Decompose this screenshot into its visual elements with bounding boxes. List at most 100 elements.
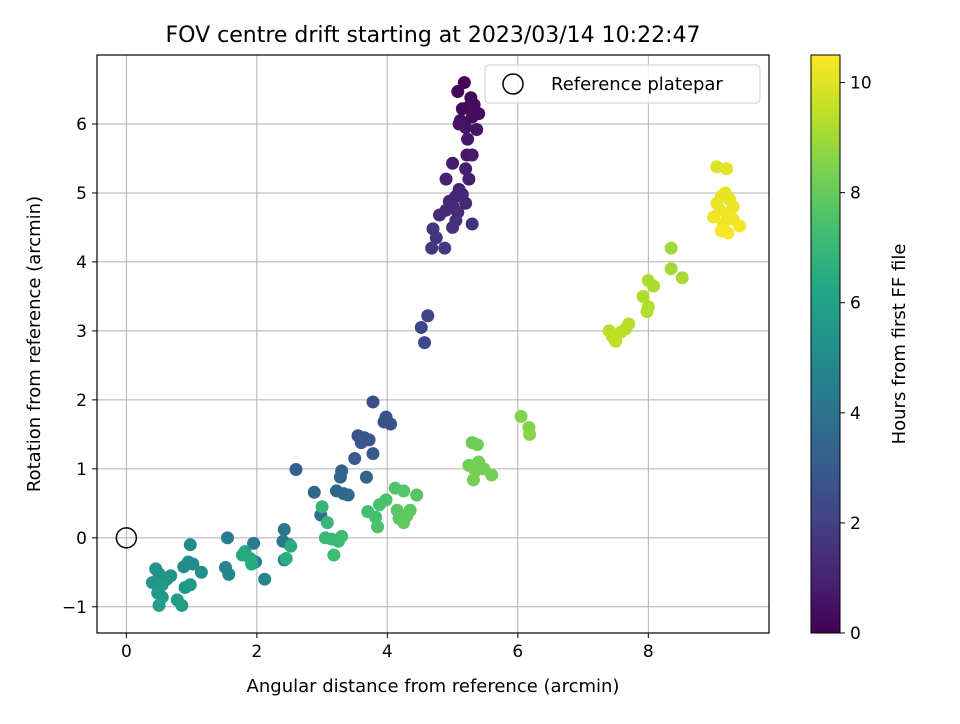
x-tick-label: 0 [121,642,132,662]
data-point [636,289,650,303]
colorbar-tick-label: 4 [850,404,861,424]
data-point [733,219,747,233]
data-point [446,220,460,234]
y-tick-label: 1 [76,460,87,480]
data-point [721,226,735,240]
y-tick-label: 0 [76,529,87,549]
data-point [457,76,471,90]
data-point [664,262,678,276]
data-point [452,117,466,131]
data-point [277,523,291,537]
data-point [425,241,439,255]
data-point [720,162,734,176]
x-tick-label: 2 [251,642,262,662]
data-point [348,451,362,465]
reference-platepar-marker [115,527,138,549]
data-point [470,438,484,452]
grid-lines [97,55,769,633]
data-point [451,85,465,99]
data-point [446,156,460,170]
data-point [429,231,443,245]
data-point [640,305,654,319]
data-point [178,580,192,594]
data-point [438,241,452,255]
x-tick-label: 6 [512,642,523,662]
data-point [307,485,321,499]
colorbar-ticks: 0 2 4 6 8 10 [840,74,872,644]
x-tick-label: 8 [643,642,654,662]
data-point [279,552,293,566]
data-point [335,529,349,543]
data-point [369,510,383,524]
data-point [354,436,368,450]
data-point [327,548,341,562]
data-point [384,417,398,431]
data-point [675,271,689,285]
legend-label: Reference platepar [551,74,723,95]
data-point [421,309,435,323]
data-point [175,598,189,612]
data-point [707,210,721,224]
data-point [485,468,499,482]
y-tick-label: 3 [76,322,87,342]
colorbar-gradient [810,54,841,634]
data-point [466,473,480,487]
data-point [414,320,428,334]
data-point [465,110,479,124]
data-point [284,539,298,553]
data-point [320,516,334,530]
data-point [523,427,537,441]
data-point [177,560,191,574]
y-tick-label: 2 [76,391,87,411]
x-axis-label: Angular distance from reference (arcmin) [247,676,620,697]
data-point [418,336,432,350]
data-point [609,334,623,348]
y-tick-label: 4 [76,253,87,273]
colorbar-tick-label: 8 [850,184,861,204]
data-point [366,447,380,461]
data-point [465,148,479,162]
data-point [315,500,329,514]
data-point [439,172,453,186]
colorbar-label: Hours from first FF file [889,244,910,445]
colorbar: 0 2 4 6 8 10 Hours from first FF file [810,54,910,644]
legend-marker-icon [502,73,524,95]
colorbar-tick-label: 2 [850,514,861,534]
data-point [461,132,475,146]
data-point [459,162,473,176]
data-point [410,488,424,502]
axis-ticks: 0 2 4 6 8 −1 0 1 2 3 4 5 6 [62,115,654,662]
data-point [245,557,259,571]
data-point [462,172,476,186]
data-point [397,516,411,530]
legend-box [484,64,761,104]
colorbar-tick-label: 6 [850,294,861,314]
data-point [470,122,484,136]
data-point [647,279,661,293]
y-tick-label: −1 [62,598,87,618]
colorbar-tick-label: 10 [850,74,872,94]
data-point [247,536,261,550]
data-point [145,576,159,590]
data-point [222,567,236,581]
data-point [258,572,272,586]
data-point [152,598,166,612]
x-tick-label: 4 [382,642,393,662]
data-point [465,217,479,231]
data-point [514,409,528,423]
data-point [366,395,380,409]
data-point [379,493,393,507]
y-axis-label: Rotation from reference (arcmin) [24,196,45,492]
data-point [710,160,724,174]
data-point [289,463,303,477]
legend: Reference platepar [484,64,761,104]
data-point [459,196,473,210]
y-tick-label: 5 [76,184,87,204]
chart-title: FOV centre drift starting at 2023/03/14 … [166,23,701,48]
data-point [341,488,355,502]
data-point [183,538,197,552]
data-point [664,241,678,255]
data-point [397,484,411,498]
